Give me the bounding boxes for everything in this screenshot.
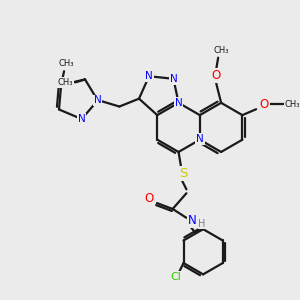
Text: N: N — [175, 98, 182, 108]
Text: CH₃: CH₃ — [213, 46, 229, 55]
Text: N: N — [169, 74, 177, 84]
Text: CH₃: CH₃ — [58, 59, 74, 68]
Text: CH₃: CH₃ — [58, 78, 73, 87]
Text: N: N — [188, 214, 197, 227]
Text: N: N — [196, 134, 204, 144]
Text: CH₃: CH₃ — [285, 100, 300, 109]
Text: O: O — [260, 98, 268, 111]
Text: S: S — [179, 167, 188, 180]
Text: N: N — [78, 114, 86, 124]
Text: N: N — [94, 95, 102, 106]
Text: O: O — [144, 192, 154, 205]
Text: Cl: Cl — [170, 272, 181, 282]
Text: O: O — [212, 69, 221, 82]
Text: H: H — [199, 219, 206, 229]
Text: N: N — [145, 71, 153, 81]
